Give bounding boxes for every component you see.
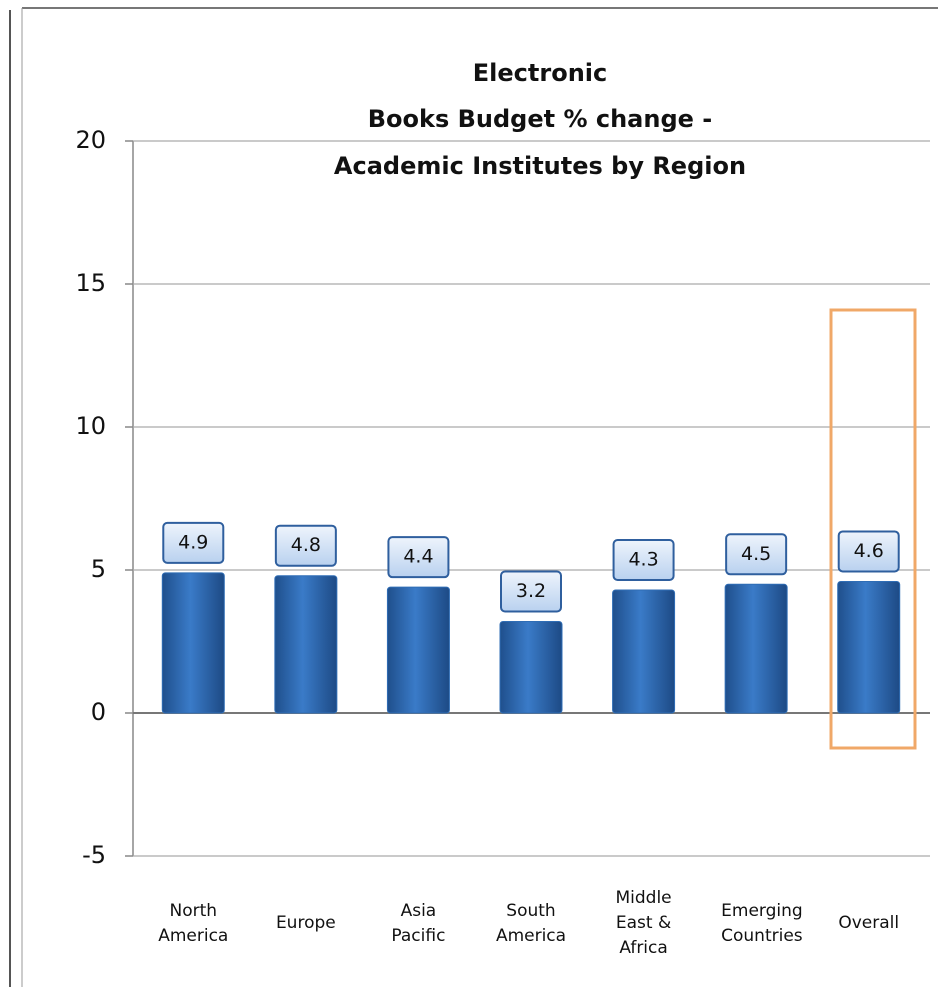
x-tick-label: Asia Pacific <box>391 900 446 946</box>
bar <box>612 589 676 714</box>
value-label: 3.2 <box>516 580 546 602</box>
x-tick-label: Overall <box>838 913 900 933</box>
x-tick-label-wrap: Emerging Countries <box>701 866 811 981</box>
x-tick-label: Emerging Countries <box>721 900 803 946</box>
value-label: 4.6 <box>854 540 884 562</box>
bar <box>837 580 901 714</box>
value-label-box <box>612 539 675 582</box>
y-tick-label: 5 <box>91 555 106 583</box>
x-tick-label-wrap: Asia Pacific <box>363 866 473 981</box>
bar <box>724 583 788 714</box>
y-tick-label: 10 <box>75 412 106 440</box>
x-tick-label-box: Middle East & Africa <box>589 866 699 981</box>
chart-title: Books Budget % change - <box>368 105 712 133</box>
bar <box>386 586 450 714</box>
x-tick-label-box: South America <box>476 866 586 981</box>
marks: North America 4.9 Europe 4.8 Asia Pacific 4.4… <box>138 521 924 981</box>
value-label-box <box>274 524 337 567</box>
x-tick-label-box: Asia Pacific <box>363 866 473 981</box>
value-label: 4.5 <box>741 543 771 565</box>
x-tick-label-wrap: North America <box>138 866 248 981</box>
y-tick-label: -5 <box>82 841 106 869</box>
x-tick-label-wrap: Europe <box>251 866 361 981</box>
x-tick-label: North America <box>158 900 229 946</box>
value-label-box <box>162 521 225 564</box>
value-label: 4.9 <box>178 531 208 553</box>
value-label-box <box>837 530 900 573</box>
value-label-box <box>387 536 450 579</box>
x-tick-label-box: Overall <box>814 866 924 981</box>
highlight-box <box>829 308 917 750</box>
x-tick-label-wrap: South America <box>476 866 586 981</box>
value-label: 4.8 <box>291 534 321 556</box>
x-tick-label-wrap: Middle East & Africa <box>589 866 699 981</box>
value-label: 4.3 <box>628 549 658 571</box>
chart-title: Academic Institutes by Region <box>334 152 746 180</box>
value-label: 4.4 <box>403 546 433 568</box>
x-tick-label-box: North America <box>138 866 248 981</box>
bar <box>161 572 225 714</box>
x-tick-label: South America <box>495 900 567 946</box>
value-label-box <box>725 533 788 576</box>
x-tick-label: Europe <box>275 913 336 933</box>
value-label-box <box>500 570 562 613</box>
bar <box>274 575 338 714</box>
y-tick-label: 15 <box>75 269 106 297</box>
y-tick-label: 20 <box>75 126 106 154</box>
x-tick-label-wrap: Overall <box>814 866 924 981</box>
x-tick-label-box: Europe <box>251 866 361 981</box>
grid: -5 0 5 10 15 20 <box>75 126 930 869</box>
x-tick-label: Middle East & Africa <box>615 888 672 958</box>
bar <box>499 620 563 714</box>
chart-title: Electronic <box>473 59 607 87</box>
x-tick-label-box: Emerging Countries <box>701 866 811 981</box>
y-tick-label: 0 <box>91 698 106 726</box>
